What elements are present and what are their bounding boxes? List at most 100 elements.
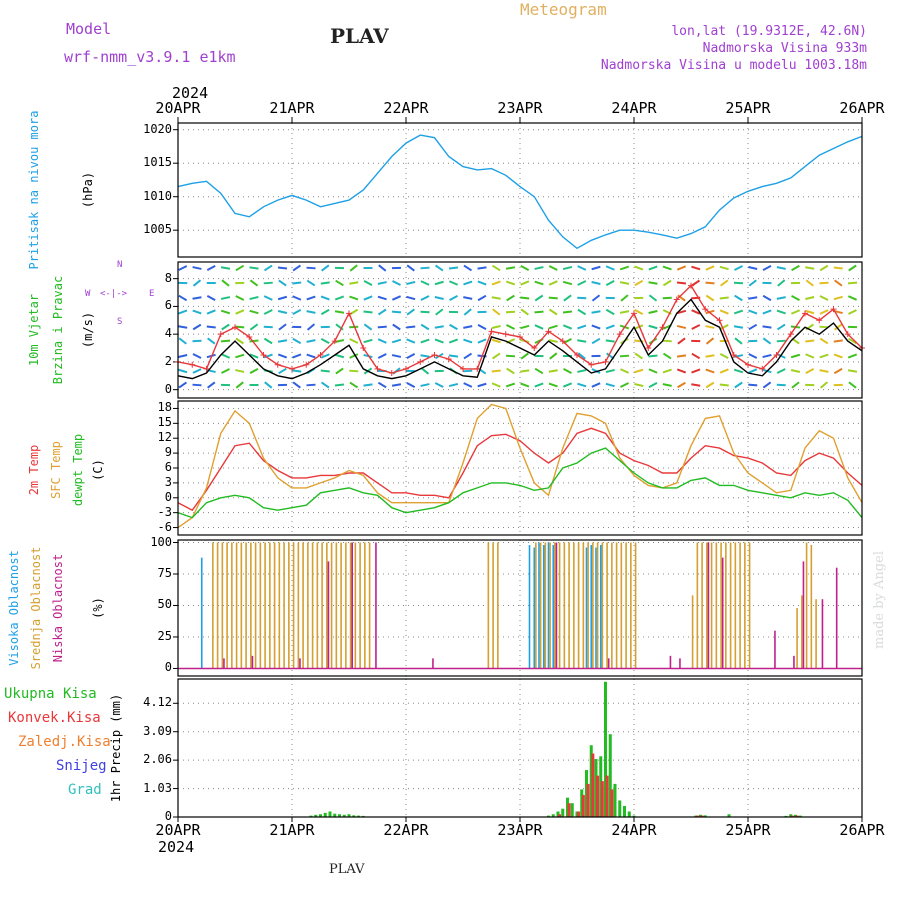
- cloud-ytick-label: 0: [164, 660, 172, 675]
- wind-arrow: [206, 264, 216, 272]
- wind-gust-point: [445, 356, 452, 363]
- wind-arrow: [321, 264, 330, 272]
- wind-arrow: [391, 383, 402, 387]
- wind-arrow: [648, 294, 658, 302]
- wind-gust-point: [844, 331, 851, 338]
- cloud-bar-visoka-oblacnost: [599, 545, 602, 669]
- wind-arrow: [662, 383, 672, 387]
- precip-bar-konvek-kisa: [577, 811, 581, 817]
- wind-arrow: [477, 382, 487, 388]
- wind-arrow: [434, 296, 444, 300]
- wind-arrow: [221, 279, 230, 287]
- precip-unit: 1hr Precip (mm): [109, 693, 123, 803]
- wind-gust-point: [574, 351, 580, 358]
- wind-arrow: [249, 353, 259, 359]
- wind-arrow: [334, 339, 345, 343]
- precip-bar-konvek-kisa: [790, 815, 794, 817]
- wind-arrow: [263, 281, 273, 285]
- cloud-high-label: Visoka Oblacnost: [7, 550, 21, 666]
- cloud-bar-niska-oblacnost: [351, 542, 353, 669]
- bottom-date-label: 22APR: [383, 821, 429, 839]
- wind-arrow: [662, 279, 672, 287]
- temperature-ytick-label: 0: [164, 489, 172, 504]
- pressure-series-pressure: [177, 134, 863, 250]
- cloud-bar-srednja-oblacnost: [368, 542, 371, 669]
- wind-arrow: [349, 369, 359, 373]
- wind-gust-point: [688, 282, 694, 289]
- precip-bar-ukupna-kisa: [314, 814, 318, 817]
- wind-arrow: [605, 308, 615, 316]
- cloud-bar-visoka-oblacnost: [200, 557, 203, 669]
- cloud-bar-srednja-oblacnost: [221, 542, 224, 669]
- wind-arrow: [705, 294, 715, 302]
- precip-bar-konvek-kisa: [610, 789, 614, 817]
- wind-arrow: [733, 368, 744, 374]
- wind-gust-point: [488, 328, 495, 335]
- wind-arrow: [491, 296, 501, 300]
- wind-arrow: [448, 338, 459, 344]
- wind-arrow: [263, 264, 273, 272]
- wind-arrow: [776, 323, 786, 331]
- wind-arrow: [220, 266, 231, 270]
- cloud-bar-srednja-oblacnost: [710, 542, 713, 669]
- cloud-bar-srednja-oblacnost: [250, 542, 252, 669]
- wind-panel: [173, 261, 865, 399]
- wind-gust-point: [802, 310, 808, 317]
- wind-arrow: [491, 338, 501, 344]
- bottom-date-label: 20APR: [155, 821, 201, 839]
- wind-gust-point: [374, 365, 381, 372]
- compass-s: S: [117, 317, 123, 327]
- wind-arrow: [591, 337, 601, 345]
- wind-arrow: [391, 310, 402, 314]
- wind-arrow: [605, 280, 615, 286]
- cloud-bar-srednja-oblacnost: [240, 542, 243, 669]
- wind-arrow: [292, 381, 301, 389]
- wind-arrow: [520, 296, 530, 300]
- cloud-bar-srednja-oblacnost: [620, 542, 623, 669]
- wind-arrow: [648, 368, 658, 374]
- cloud-bar-srednja-oblacnost: [216, 542, 219, 669]
- precip-bar-konvek-kisa: [795, 815, 799, 817]
- wind-arrow: [662, 339, 672, 343]
- precip-bar-ukupna-kisa: [604, 681, 607, 817]
- precip-ytick-label: 4.12: [143, 695, 172, 710]
- wind-arrow: [676, 265, 687, 271]
- wind-arrow: [577, 265, 587, 271]
- wind-gust-point: [545, 328, 552, 335]
- precip-bar-ukupna-kisa: [613, 783, 617, 817]
- wind-arrow: [677, 381, 686, 389]
- wind-arrow: [591, 281, 601, 285]
- wind-arrow: [691, 324, 701, 330]
- wind-ytick-label: 4: [164, 326, 172, 341]
- wind-arrow: [334, 310, 345, 314]
- footer-station: PLAV: [329, 862, 365, 877]
- wind-arrow: [349, 338, 359, 344]
- wind-arrow: [563, 367, 572, 375]
- compass-e: E: [149, 289, 155, 299]
- wind-arrow: [178, 381, 188, 389]
- cloud-bar-srednja-oblacnost: [297, 542, 300, 669]
- precip-ytick-label: 2.06: [143, 752, 172, 767]
- wind-arrow: [391, 354, 402, 358]
- wind-gust-point: [517, 333, 523, 340]
- wind-arrow: [720, 279, 729, 287]
- wind-arrow: [420, 367, 430, 375]
- cloud-bar-niska-oblacnost: [555, 542, 558, 669]
- wind-arrow: [819, 264, 829, 272]
- wind-arrow: [349, 295, 359, 301]
- wind-arrow: [562, 265, 573, 271]
- cloud-bar-srednja-oblacnost: [601, 542, 604, 669]
- precip-bar-ukupna-kisa: [338, 814, 341, 817]
- wind-arrow: [292, 353, 302, 359]
- wind-arrow: [306, 266, 316, 270]
- wind-arrow: [819, 309, 829, 315]
- wind-arrow: [406, 280, 416, 286]
- wind-arrow: [463, 325, 473, 329]
- wind-arrow: [334, 295, 345, 301]
- cloud-bar-srednja-oblacnost: [558, 542, 561, 669]
- wind-arrow: [848, 337, 857, 345]
- cloud-bar-srednja-oblacnost: [544, 542, 547, 669]
- wind-gust-point: [759, 365, 766, 372]
- wind-arrow: [420, 383, 430, 387]
- cloud-bar-srednja-oblacnost: [335, 542, 338, 669]
